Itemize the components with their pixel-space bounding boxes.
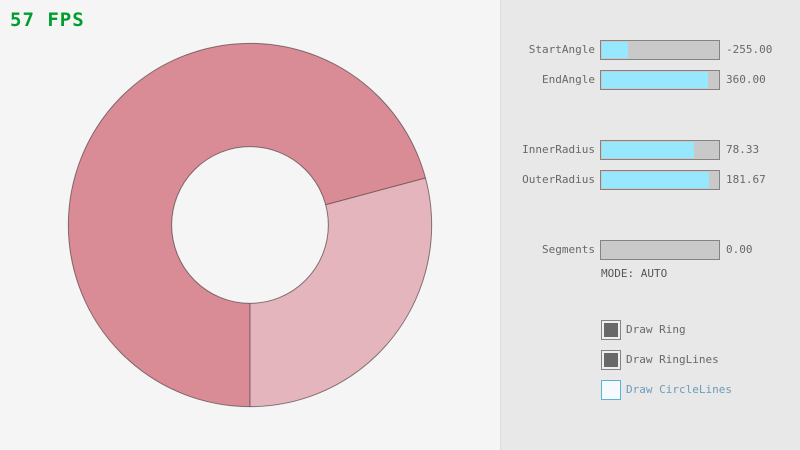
start-angle-slider[interactable] (600, 40, 720, 60)
slider-fill (602, 142, 695, 158)
draw-circlelines-checkbox[interactable] (601, 380, 621, 400)
slider-fill (602, 42, 628, 58)
slider-fill (602, 72, 709, 88)
segments-value: 0.00 (726, 243, 753, 256)
ring-single-pass-sector (250, 177, 432, 407)
slider-row-end-angle: EndAngle 360.00 (501, 70, 800, 90)
slider-row-inner-radius: InnerRadius 78.33 (501, 140, 800, 160)
inner-radius-slider[interactable] (600, 140, 720, 160)
controls-panel: StartAngle -255.00 EndAngle 360.00 Inner… (500, 0, 800, 450)
ring-inner-line (171, 146, 329, 304)
draw-ringlines-checkbox[interactable] (601, 350, 621, 370)
checkmark-icon (604, 353, 618, 367)
checkmark-icon (604, 323, 618, 337)
outer-radius-slider[interactable] (600, 170, 720, 190)
slider-row-outer-radius: OuterRadius 181.67 (501, 170, 800, 190)
slider-row-segments: Segments 0.00 (501, 240, 800, 260)
draw-ring-label: Draw Ring (626, 323, 686, 336)
end-angle-slider[interactable] (600, 70, 720, 90)
outer-radius-label: OuterRadius (522, 173, 595, 186)
end-angle-label: EndAngle (542, 73, 595, 86)
draw-ring-checkbox[interactable] (601, 320, 621, 340)
slider-row-start-angle: StartAngle -255.00 (501, 40, 800, 60)
ring-start-angle-line (325, 177, 426, 206)
start-angle-label: StartAngle (528, 43, 595, 56)
draw-circlelines-label: Draw CircleLines (626, 383, 732, 396)
end-angle-value: 360.00 (726, 73, 766, 86)
ring-outer-line (67, 42, 433, 408)
draw-ringlines-label: Draw RingLines (626, 353, 719, 366)
segments-slider[interactable] (600, 240, 720, 260)
segments-label: Segments (542, 243, 595, 256)
start-angle-value: -255.00 (726, 43, 773, 56)
inner-radius-value: 78.33 (726, 143, 760, 156)
segments-mode-text: MODE: AUTO (601, 267, 668, 280)
inner-radius-label: InnerRadius (522, 143, 595, 156)
outer-radius-value: 181.67 (726, 173, 766, 186)
slider-fill (602, 172, 710, 188)
fps-counter: 57 FPS (10, 9, 85, 31)
